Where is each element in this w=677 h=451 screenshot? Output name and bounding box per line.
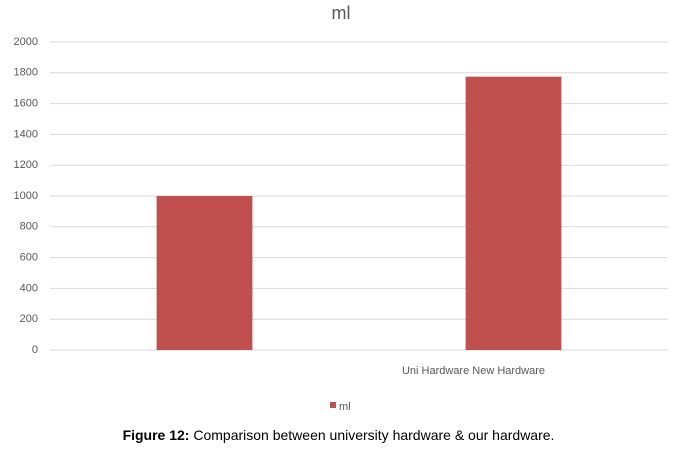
y-tick-label: 600 — [20, 252, 38, 264]
caption-label: Figure 12: — [122, 427, 190, 443]
bar — [465, 76, 562, 351]
y-tick-label: 1200 — [14, 159, 38, 171]
y-tick-label: 400 — [20, 282, 38, 294]
y-tick-label: 0 — [32, 344, 38, 356]
chart: ml 0 200 400 600 800 1000 1200 1400 1600 1800 2000… — [14, 3, 668, 413]
y-tick-label: 1800 — [14, 67, 38, 79]
legend-label: ml — [339, 401, 351, 413]
bar — [156, 196, 253, 350]
caption: Figure 12: Comparison between university… — [0, 427, 677, 443]
y-tick-label: 1600 — [14, 98, 38, 110]
chart-title: ml — [332, 3, 351, 23]
caption-text: Comparison between university hardware &… — [193, 427, 555, 443]
y-tick-label: 1000 — [14, 190, 38, 202]
y-tick-label: 1400 — [14, 128, 38, 140]
y-tick-label: 800 — [20, 221, 38, 233]
legend-swatch — [330, 402, 336, 408]
y-tick-label: 200 — [20, 313, 38, 325]
x-tick-label: Uni Hardware New Hardware — [402, 365, 545, 377]
y-tick-label: 2000 — [14, 36, 38, 48]
